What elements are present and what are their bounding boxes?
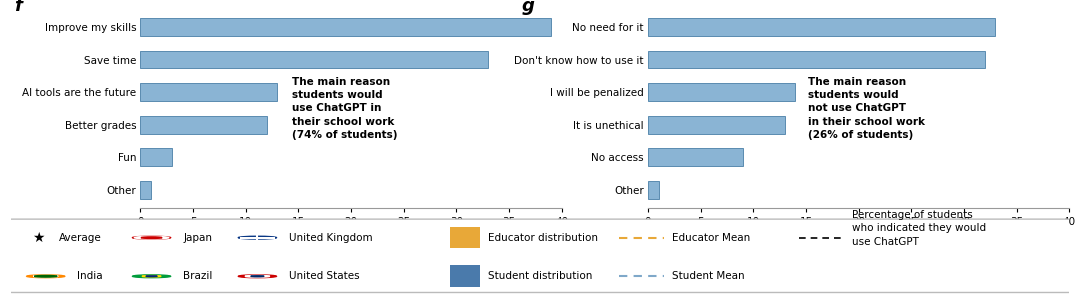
Circle shape bbox=[251, 276, 265, 277]
Bar bbox=[648, 18, 996, 36]
Circle shape bbox=[141, 237, 162, 238]
Text: The main reason
students would
not use ChatGPT
in their school work
(26% of stud: The main reason students would not use C… bbox=[808, 77, 926, 140]
Text: Educator Mean: Educator Mean bbox=[672, 233, 751, 243]
Bar bbox=[648, 83, 795, 101]
Text: United Kingdom: United Kingdom bbox=[289, 233, 373, 243]
Bar bbox=[648, 116, 785, 134]
X-axis label: Percentage: Percentage bbox=[320, 233, 382, 242]
Bar bbox=[140, 83, 278, 101]
Text: Educator distribution: Educator distribution bbox=[488, 233, 598, 243]
Text: Average: Average bbox=[58, 233, 102, 243]
Text: Student Mean: Student Mean bbox=[672, 271, 745, 281]
Bar bbox=[648, 181, 659, 199]
Circle shape bbox=[239, 236, 276, 239]
Text: Japan: Japan bbox=[184, 233, 213, 243]
Circle shape bbox=[27, 275, 65, 278]
Text: The main reason
students would
use ChatGPT in
their school work
(74% of students: The main reason students would use ChatG… bbox=[292, 77, 397, 140]
Circle shape bbox=[35, 275, 57, 277]
Circle shape bbox=[134, 236, 168, 239]
FancyBboxPatch shape bbox=[450, 266, 480, 287]
Bar bbox=[140, 18, 551, 36]
Text: f: f bbox=[14, 0, 22, 15]
Bar bbox=[140, 148, 172, 166]
FancyBboxPatch shape bbox=[3, 219, 1077, 293]
X-axis label: Percentage: Percentage bbox=[827, 233, 890, 242]
Bar bbox=[648, 148, 743, 166]
Circle shape bbox=[239, 275, 276, 278]
Text: g: g bbox=[522, 0, 535, 15]
Text: Brazil: Brazil bbox=[184, 271, 213, 281]
Circle shape bbox=[146, 276, 158, 277]
Text: Percentage of students
who indicated they would
use ChatGPT: Percentage of students who indicated the… bbox=[852, 210, 986, 247]
Bar bbox=[648, 50, 985, 69]
Text: India: India bbox=[78, 271, 103, 281]
Circle shape bbox=[133, 275, 171, 278]
Bar bbox=[140, 116, 267, 134]
FancyBboxPatch shape bbox=[450, 227, 480, 249]
Circle shape bbox=[133, 236, 171, 239]
Bar bbox=[140, 50, 488, 69]
Text: Student distribution: Student distribution bbox=[488, 271, 593, 281]
Circle shape bbox=[33, 275, 58, 277]
Bar bbox=[140, 181, 151, 199]
Circle shape bbox=[143, 276, 161, 277]
Text: United States: United States bbox=[289, 271, 360, 281]
Text: ★: ★ bbox=[32, 231, 44, 245]
Circle shape bbox=[245, 275, 270, 277]
